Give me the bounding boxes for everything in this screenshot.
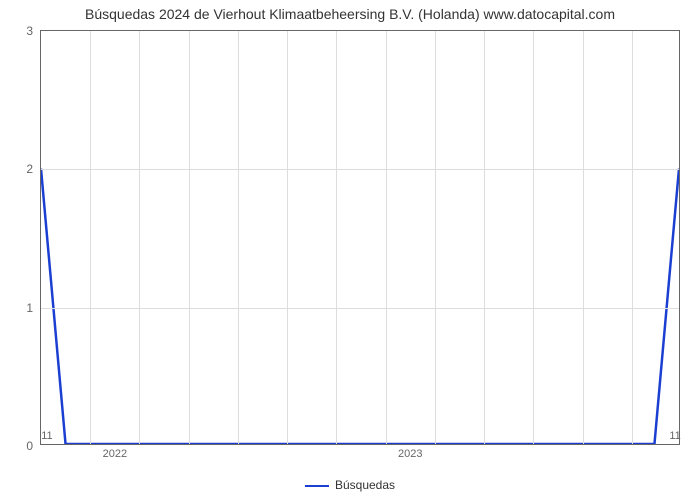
grid-v <box>632 31 633 444</box>
y-tick-label: 3 <box>26 24 33 38</box>
grid-v <box>287 31 288 444</box>
grid-v <box>139 31 140 444</box>
plot-area: 0123111120222023 <box>40 30 680 445</box>
grid-v <box>484 31 485 444</box>
y-tick-label: 2 <box>26 162 33 176</box>
chart-legend: Búsquedas <box>0 478 700 492</box>
y-tick-label: 1 <box>26 301 33 315</box>
grid-v <box>189 31 190 444</box>
y-tick-label: 0 <box>26 439 33 453</box>
grid-h <box>41 308 679 309</box>
grid-v <box>533 31 534 444</box>
grid-h <box>41 169 679 170</box>
grid-v <box>583 31 584 444</box>
grid-v <box>435 31 436 444</box>
grid-v <box>386 31 387 444</box>
x-category-label: 2023 <box>398 448 422 460</box>
x-inline-label: 11 <box>669 430 680 442</box>
line-chart: Búsquedas 2024 de Vierhout Klimaatbeheer… <box>0 0 700 500</box>
grid-v <box>336 31 337 444</box>
x-category-label: 2022 <box>103 448 127 460</box>
legend-swatch <box>305 485 329 487</box>
x-inline-label: 11 <box>41 430 52 442</box>
grid-v <box>238 31 239 444</box>
chart-title: Búsquedas 2024 de Vierhout Klimaatbeheer… <box>0 6 700 22</box>
legend-label: Búsquedas <box>335 478 395 492</box>
grid-v <box>90 31 91 444</box>
